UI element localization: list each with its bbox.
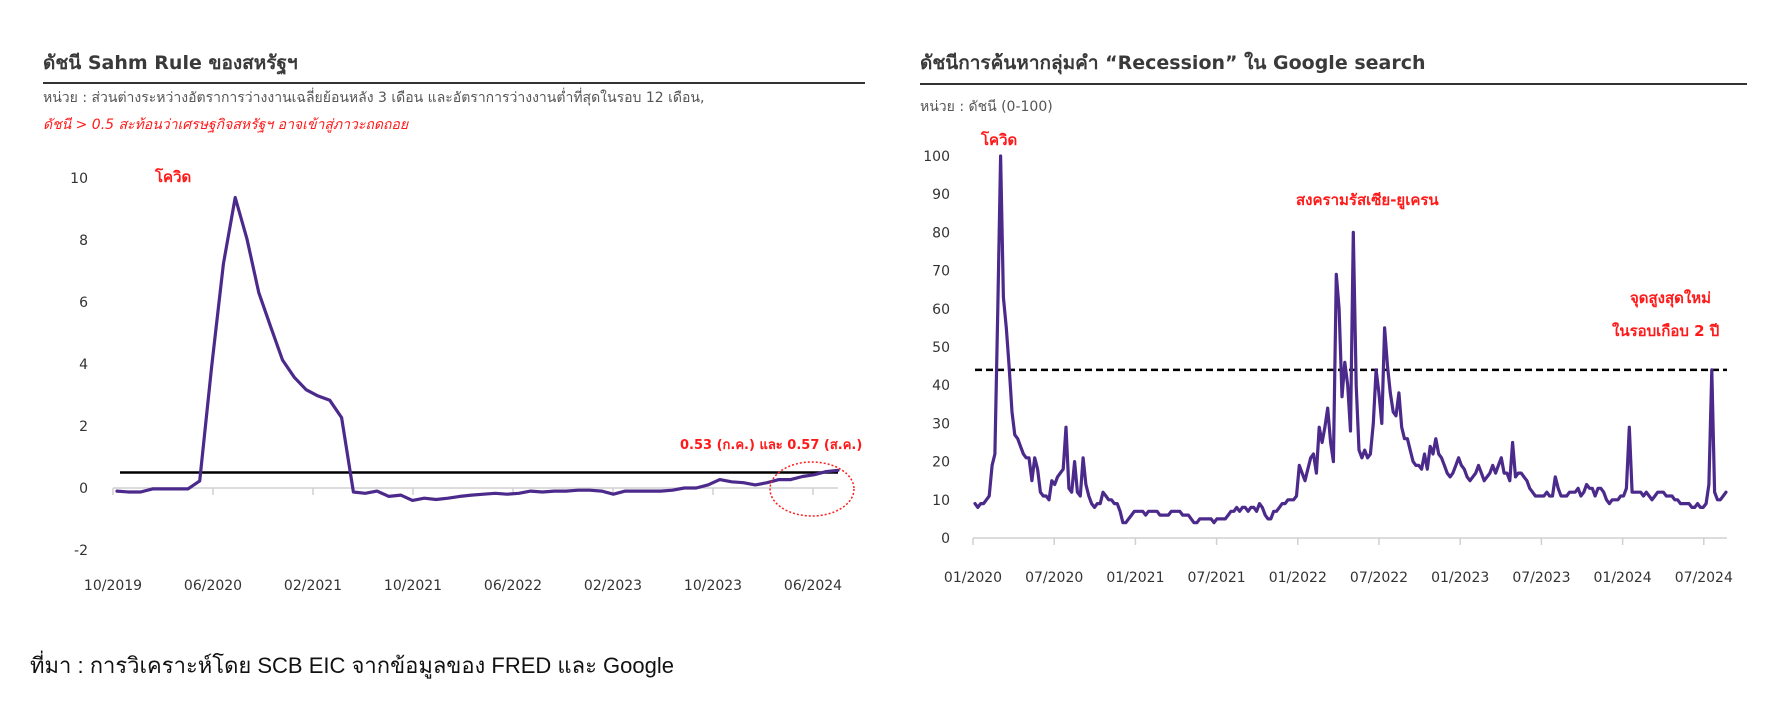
y-tick-label: 10 xyxy=(932,493,950,509)
data-series-line xyxy=(973,154,1728,525)
data-series-line xyxy=(115,195,840,502)
y-tick-label: 70 xyxy=(932,264,950,280)
y-tick-label: 6 xyxy=(79,295,88,311)
x-tick-label: 07/2022 xyxy=(1350,570,1408,586)
y-tick-label: 10 xyxy=(70,171,88,187)
x-tick-label: 07/2021 xyxy=(1188,570,1246,586)
y-tick-label: 20 xyxy=(932,455,950,471)
y-tick-label: 0 xyxy=(941,531,950,547)
right-annotation-covid: โควิด xyxy=(981,131,1018,149)
y-tick-label: 8 xyxy=(79,233,88,249)
x-tick-label: 10/2021 xyxy=(384,578,442,594)
right-annotation-high-line2: ในรอบเกือบ 2 ปี xyxy=(1612,322,1720,340)
x-tick-label: 01/2023 xyxy=(1431,570,1489,586)
x-tick-label: 10/2023 xyxy=(684,578,742,594)
source-note: ที่มา : การวิเคราะห์โดย SCB EIC จากข้อมู… xyxy=(30,653,674,678)
x-tick-label: 02/2023 xyxy=(584,578,642,594)
x-tick-label: 06/2020 xyxy=(184,578,242,594)
left-chart-title: ดัชนี Sahm Rule ของสหรัฐฯ xyxy=(43,52,298,74)
sahm-rule-chart: 10 8 6 4 2 0 -2 10/2019 06/2020 02/2021 10/2021 06/… xyxy=(70,171,855,594)
left-chart-unit: หน่วย : ส่วนต่างระหว่างอัตราการว่างงานเฉ… xyxy=(43,90,705,106)
right-title-rule xyxy=(920,83,1747,85)
right-chart-title: ดัชนีการค้นหากลุ่มคำ “Recession” ใน Goog… xyxy=(920,52,1426,74)
right-annotation-war: สงครามรัสเซีย-ยูเครน xyxy=(1296,191,1439,209)
y-tick-label: 60 xyxy=(932,302,950,318)
x-tick-label: 01/2022 xyxy=(1269,570,1327,586)
y-tick-label: 0 xyxy=(79,481,88,497)
x-tick-label: 02/2021 xyxy=(284,578,342,594)
x-tick-label: 06/2022 xyxy=(484,578,542,594)
y-tick-label: 2 xyxy=(79,419,88,435)
x-tick-label: 07/2023 xyxy=(1512,570,1570,586)
y-tick-label: 80 xyxy=(932,225,950,241)
y-tick-label: 90 xyxy=(932,187,950,203)
x-tick-label: 01/2020 xyxy=(944,570,1002,586)
x-tick-label: 10/2019 xyxy=(84,578,142,594)
x-tick-label: 06/2024 xyxy=(784,578,842,594)
left-annotation-covid: โควิด xyxy=(155,168,192,186)
y-tick-label: 30 xyxy=(932,416,950,432)
right-annotation-high-line1: จุดสูงสุดใหม่ xyxy=(1630,289,1712,307)
x-tick-label: 01/2024 xyxy=(1594,570,1652,586)
y-tick-label: 50 xyxy=(932,340,950,356)
x-tick-label: 07/2024 xyxy=(1675,570,1733,586)
y-tick-label: 100 xyxy=(923,149,950,165)
left-annotation-latest: 0.53 (ก.ค.) และ 0.57 (ส.ค.) xyxy=(680,438,863,453)
y-tick-label: 4 xyxy=(79,357,88,373)
x-tick-label: 07/2020 xyxy=(1025,570,1083,586)
y-tick-label: -2 xyxy=(74,543,88,559)
left-title-rule xyxy=(43,82,865,84)
left-chart-note: ดัชนี > 0.5 สะท้อนว่าเศรษฐกิจสหรัฐฯ อาจเ… xyxy=(43,117,409,133)
right-chart-unit: หน่วย : ดัชนี (0-100) xyxy=(920,99,1053,115)
y-tick-label: 40 xyxy=(932,378,950,394)
x-tick-label: 01/2021 xyxy=(1106,570,1164,586)
highlight-circle xyxy=(769,461,855,517)
